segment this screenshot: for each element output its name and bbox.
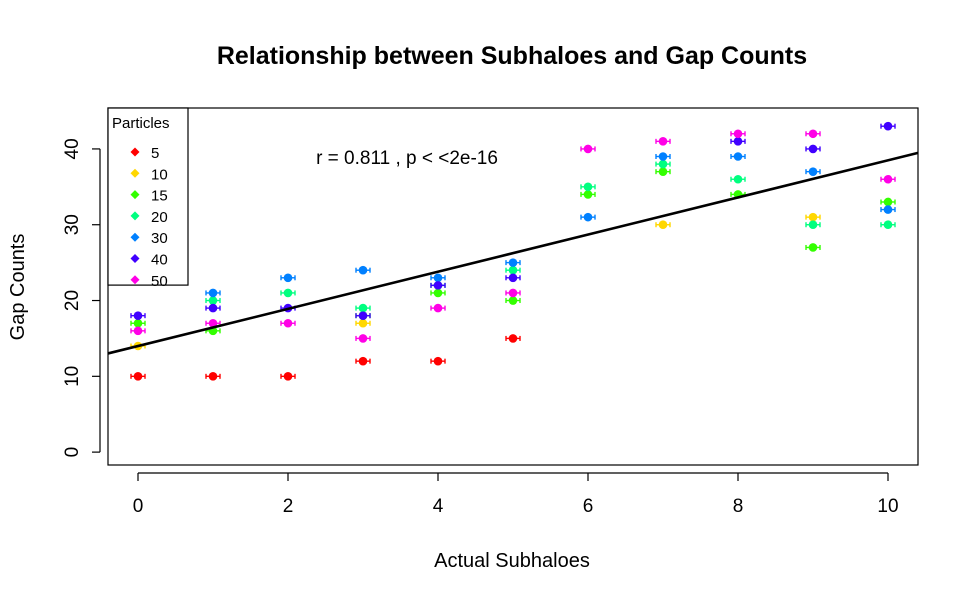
legend-marker bbox=[130, 254, 140, 263]
legend-marker bbox=[130, 232, 140, 242]
data-point bbox=[883, 197, 893, 207]
data-point bbox=[808, 212, 818, 222]
y-tick-label: 20 bbox=[62, 290, 83, 311]
correlation-annotation: r = 0.811 , p < <2e-16 bbox=[316, 148, 498, 169]
data-point bbox=[358, 334, 368, 343]
data-point bbox=[583, 182, 593, 192]
legend-marker bbox=[130, 190, 140, 200]
data-point bbox=[283, 372, 293, 381]
y-tick-label: 40 bbox=[62, 138, 83, 159]
x-axis-label: Actual Subhaloes bbox=[434, 550, 590, 572]
data-point bbox=[733, 129, 743, 139]
legend-marker bbox=[130, 275, 140, 285]
legend-label: 50 bbox=[151, 273, 168, 290]
data-point bbox=[133, 311, 143, 320]
data-point bbox=[133, 326, 143, 336]
data-point bbox=[808, 144, 818, 154]
legend-box bbox=[107, 107, 189, 286]
legend-label: 5 bbox=[151, 145, 159, 162]
x-tick-label: 10 bbox=[877, 496, 898, 517]
data-point bbox=[508, 273, 518, 283]
data-point bbox=[358, 265, 368, 275]
data-point bbox=[358, 303, 368, 313]
data-point bbox=[433, 288, 443, 298]
y-tick-label: 0 bbox=[62, 447, 83, 458]
data-point bbox=[208, 288, 218, 298]
legend-label: 40 bbox=[151, 252, 168, 269]
data-point bbox=[433, 273, 443, 283]
legend-label: 10 bbox=[151, 166, 168, 183]
data-point bbox=[808, 167, 818, 176]
plot-frame bbox=[107, 107, 919, 466]
data-point bbox=[883, 220, 893, 230]
data-point bbox=[358, 311, 368, 320]
data-point bbox=[883, 121, 893, 131]
legend-label: 20 bbox=[151, 209, 168, 226]
plot-area: 0 2 4 6 8 10 0 10 20 30 40 r = 0.811 , p < <2e-16 Pa… bbox=[62, 107, 919, 517]
data-point bbox=[808, 129, 818, 139]
data-point bbox=[433, 356, 443, 366]
x-tick-label: 8 bbox=[733, 496, 744, 517]
data-point bbox=[658, 167, 668, 176]
data-point bbox=[583, 190, 593, 199]
data-point bbox=[283, 273, 293, 283]
data-point bbox=[208, 372, 218, 381]
data-point bbox=[283, 318, 293, 328]
data-point bbox=[658, 159, 668, 169]
x-tick-label: 6 bbox=[583, 496, 594, 517]
legend-marker bbox=[130, 168, 140, 178]
legend-marker bbox=[130, 211, 140, 221]
data-point bbox=[583, 144, 593, 154]
data-point bbox=[733, 137, 743, 146]
y-tick-label: 30 bbox=[62, 214, 83, 235]
data-point bbox=[808, 220, 818, 230]
data-point bbox=[208, 318, 218, 328]
data-point bbox=[508, 265, 518, 275]
regression-line bbox=[107, 151, 919, 355]
data-point bbox=[583, 212, 593, 222]
data-point bbox=[433, 303, 443, 313]
data-point bbox=[658, 220, 668, 230]
legend-marker bbox=[130, 147, 140, 157]
data-point bbox=[658, 137, 668, 146]
data-point bbox=[133, 372, 143, 381]
x-tick-label: 4 bbox=[433, 496, 444, 517]
data-point bbox=[883, 174, 893, 184]
data-point bbox=[808, 243, 818, 252]
data-point bbox=[883, 205, 893, 214]
data-point bbox=[433, 281, 443, 290]
data-point bbox=[508, 334, 518, 343]
chart-title: Relationship between Subhaloes and Gap C… bbox=[217, 42, 807, 70]
y-tick-label: 10 bbox=[62, 366, 83, 387]
data-point bbox=[658, 152, 668, 161]
legend-title: Particles bbox=[112, 115, 170, 132]
data-point bbox=[358, 318, 368, 328]
data-point bbox=[733, 174, 743, 184]
legend-label: 15 bbox=[151, 188, 168, 205]
data-point bbox=[283, 288, 293, 298]
data-point bbox=[733, 152, 743, 161]
y-axis-label: Gap Counts bbox=[7, 234, 29, 341]
data-point bbox=[508, 258, 518, 267]
legend-label: 30 bbox=[151, 230, 168, 247]
data-point bbox=[208, 296, 218, 305]
x-tick-label: 2 bbox=[283, 496, 294, 517]
data-point bbox=[508, 288, 518, 298]
data-point bbox=[133, 318, 143, 328]
data-point bbox=[208, 303, 218, 313]
x-tick-label: 0 bbox=[133, 496, 144, 517]
data-point bbox=[358, 356, 368, 366]
data-point bbox=[508, 296, 518, 305]
